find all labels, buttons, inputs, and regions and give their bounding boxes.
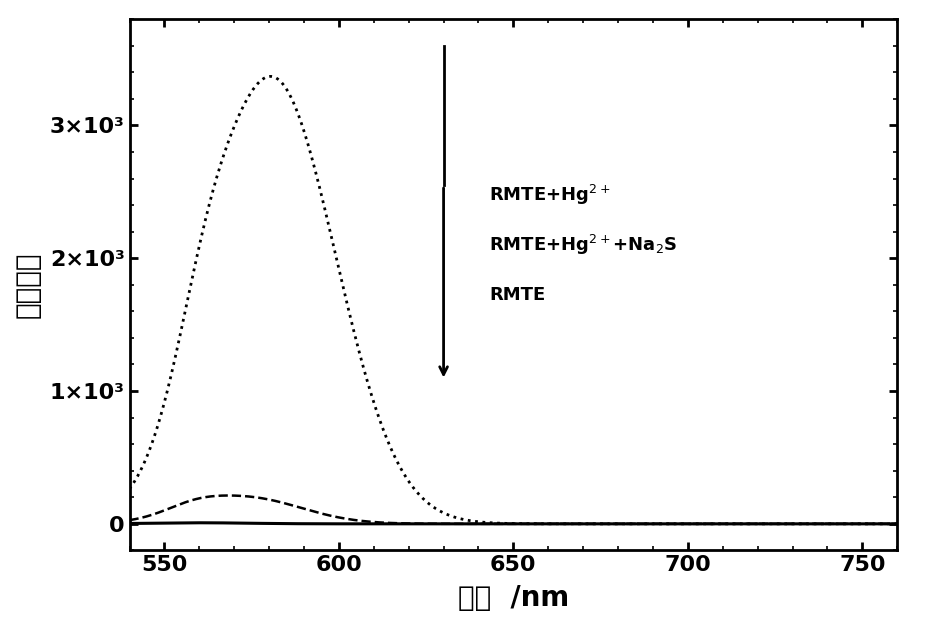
Text: RMTE+Hg$^{2+}$: RMTE+Hg$^{2+}$ [489, 182, 610, 207]
Text: RMTE+Hg$^{2+}$+Na$_2$S: RMTE+Hg$^{2+}$+Na$_2$S [489, 233, 677, 257]
X-axis label: 波长  /nm: 波长 /nm [458, 584, 569, 612]
Text: RMTE: RMTE [489, 287, 545, 305]
Y-axis label: 荧光强度: 荧光强度 [13, 252, 42, 318]
